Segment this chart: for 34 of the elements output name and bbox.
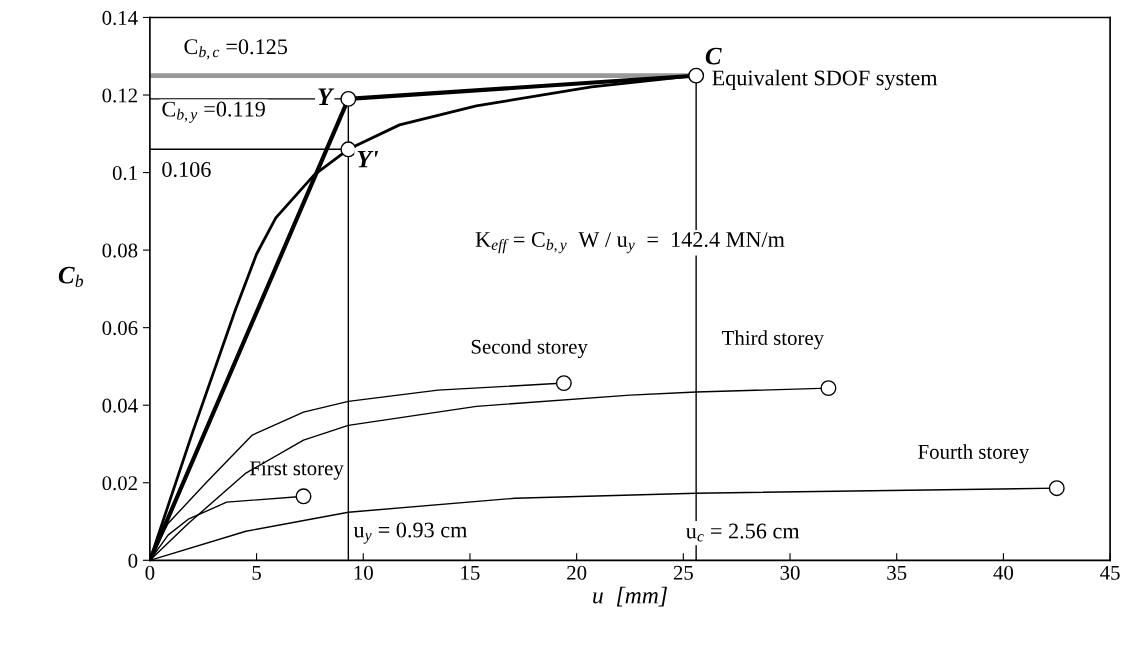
- annotation: K$_{eff}$ = C$_{b,y}$ W / u$_{y}$ = 142.4 MN/m: [475, 232, 785, 254]
- x-tick-label: 0: [145, 565, 155, 580]
- y-tick-label: 0.06: [102, 321, 138, 336]
- annotation: 0.106: [162, 161, 211, 178]
- y-tick-label: 0: [128, 553, 138, 568]
- y-tick-label: 0.02: [102, 476, 137, 491]
- y-axis-title: C$_{b}$: [58, 266, 84, 287]
- series-label: Second storey: [471, 339, 588, 359]
- annotation: u$_{c}$ = 2.56 cm: [685, 523, 800, 542]
- x-axis-title: u [mm]: [593, 586, 667, 607]
- x-tick-label: 25: [673, 565, 693, 580]
- x-tick-label: 40: [993, 565, 1014, 580]
- y-tick-label: 0.04: [102, 398, 138, 413]
- x-tick-label: 35: [887, 565, 907, 580]
- series-label: First storey: [250, 461, 344, 480]
- y-tick-label: 0.1: [112, 165, 137, 181]
- annotation: Y': [357, 150, 379, 168]
- annotation: C$_{b,c}$ =0.125: [184, 39, 288, 60]
- x-tick-label: 10: [354, 565, 373, 580]
- x-tick-label: 15: [461, 565, 480, 580]
- x-tick-label: 5: [252, 565, 261, 580]
- annotation: u$_{y}$ = 0.93 cm: [353, 522, 468, 544]
- annotation: Y: [318, 88, 335, 105]
- y-tick-label: 0.08: [102, 243, 138, 258]
- annotation: C: [705, 47, 722, 65]
- annotation: Equivalent SDOF system: [712, 69, 938, 90]
- y-tick-label: 0.12: [102, 88, 137, 103]
- y-tick-label: 0.14: [102, 10, 138, 25]
- x-tick-label: 20: [567, 565, 587, 580]
- annotation: C$_{b,y}$ =0.119: [162, 101, 265, 123]
- series-label: Fourth storey: [918, 444, 1030, 464]
- x-tick-label: 30: [780, 565, 800, 580]
- x-tick-label: 45: [1100, 565, 1120, 580]
- series-label: Third storey: [722, 330, 824, 350]
